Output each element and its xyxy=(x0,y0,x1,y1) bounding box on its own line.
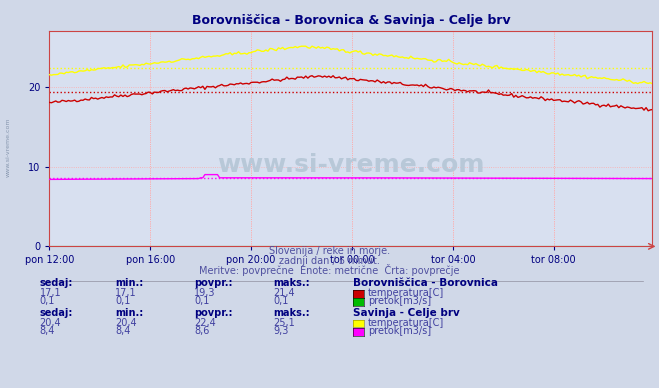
Text: min.:: min.: xyxy=(115,308,144,318)
Text: 8,6: 8,6 xyxy=(194,326,210,336)
Text: pretok[m3/s]: pretok[m3/s] xyxy=(368,296,431,306)
Text: 8,4: 8,4 xyxy=(115,326,130,336)
Text: temperatura[C]: temperatura[C] xyxy=(368,288,444,298)
Text: 0,1: 0,1 xyxy=(115,296,130,306)
Text: 17,1: 17,1 xyxy=(40,288,61,298)
Text: www.si-vreme.com: www.si-vreme.com xyxy=(217,152,484,177)
Text: povpr.:: povpr.: xyxy=(194,308,233,318)
Text: 20,4: 20,4 xyxy=(115,317,137,327)
Text: 9,3: 9,3 xyxy=(273,326,289,336)
Text: 20,4: 20,4 xyxy=(40,317,61,327)
Text: maks.:: maks.: xyxy=(273,308,310,318)
Text: pretok[m3/s]: pretok[m3/s] xyxy=(368,326,431,336)
Text: 17,1: 17,1 xyxy=(115,288,137,298)
Text: 25,1: 25,1 xyxy=(273,317,295,327)
Text: sedaj:: sedaj: xyxy=(40,278,73,288)
Text: 21,4: 21,4 xyxy=(273,288,295,298)
Title: Borovniščica - Borovnica & Savinja - Celje brv: Borovniščica - Borovnica & Savinja - Cel… xyxy=(192,14,510,27)
Text: zadnji dan / 5 minut.: zadnji dan / 5 minut. xyxy=(279,256,380,266)
Text: Borovniščica - Borovnica: Borovniščica - Borovnica xyxy=(353,278,498,288)
Text: 0,1: 0,1 xyxy=(273,296,289,306)
Text: www.si-vreme.com: www.si-vreme.com xyxy=(5,118,11,177)
Text: 8,4: 8,4 xyxy=(40,326,55,336)
Text: 0,1: 0,1 xyxy=(194,296,210,306)
Text: 22,4: 22,4 xyxy=(194,317,216,327)
Text: sedaj:: sedaj: xyxy=(40,308,73,318)
Text: 0,1: 0,1 xyxy=(40,296,55,306)
Text: Slovenija / reke in morje.: Slovenija / reke in morje. xyxy=(269,246,390,256)
Text: temperatura[C]: temperatura[C] xyxy=(368,317,444,327)
Text: povpr.:: povpr.: xyxy=(194,278,233,288)
Text: Savinja - Celje brv: Savinja - Celje brv xyxy=(353,308,459,318)
Text: Meritve: povprečne  Enote: metrične  Črta: povprečje: Meritve: povprečne Enote: metrične Črta:… xyxy=(199,263,460,275)
Text: min.:: min.: xyxy=(115,278,144,288)
Text: maks.:: maks.: xyxy=(273,278,310,288)
Text: 19,3: 19,3 xyxy=(194,288,216,298)
